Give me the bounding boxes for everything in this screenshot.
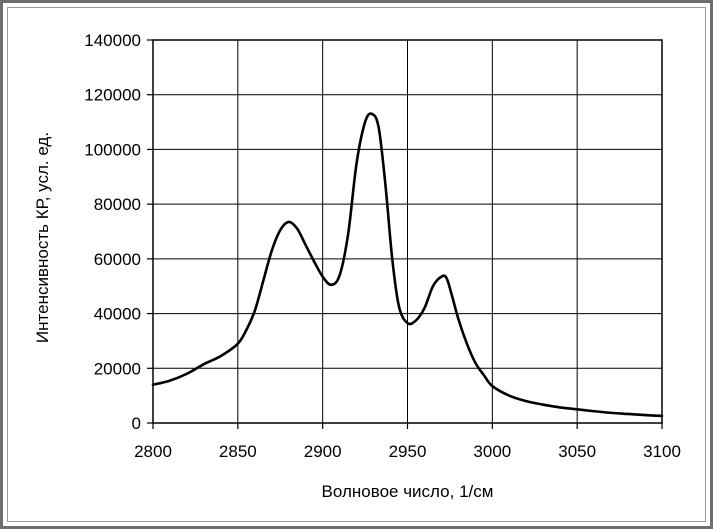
- y-tick-label: 120000: [84, 86, 141, 105]
- y-axis-ticks: 0 20000 40000 60000 80000 100000 120000 140000: [84, 31, 153, 433]
- x-axis-label: Волновое число, 1/см: [322, 482, 494, 501]
- x-tick-label: 3050: [558, 442, 596, 461]
- y-tick-label: 0: [132, 414, 141, 433]
- x-tick-label: 2900: [304, 442, 342, 461]
- spectrum-line: [151, 112, 664, 418]
- x-tick-label: 2950: [389, 442, 427, 461]
- x-tick-label: 3000: [473, 442, 511, 461]
- y-tick-label: 60000: [94, 250, 141, 269]
- y-tick-label: 100000: [84, 140, 141, 159]
- y-axis-label: Интенсивность КР, усл. ед.: [33, 132, 52, 343]
- y-tick-label: 40000: [94, 305, 141, 324]
- chart-frame-inner: [7, 7, 706, 522]
- x-tick-label: 2850: [219, 442, 257, 461]
- x-axis-ticks: 2800 2850 2900 2950 3000 3050 3100: [134, 423, 681, 461]
- y-tick-label: 80000: [94, 195, 141, 214]
- y-tick-label: 20000: [94, 359, 141, 378]
- x-tick-label: 2800: [134, 442, 172, 461]
- grid: [152, 39, 663, 424]
- y-tick-label: 140000: [84, 31, 141, 50]
- x-tick-label: 3100: [643, 442, 681, 461]
